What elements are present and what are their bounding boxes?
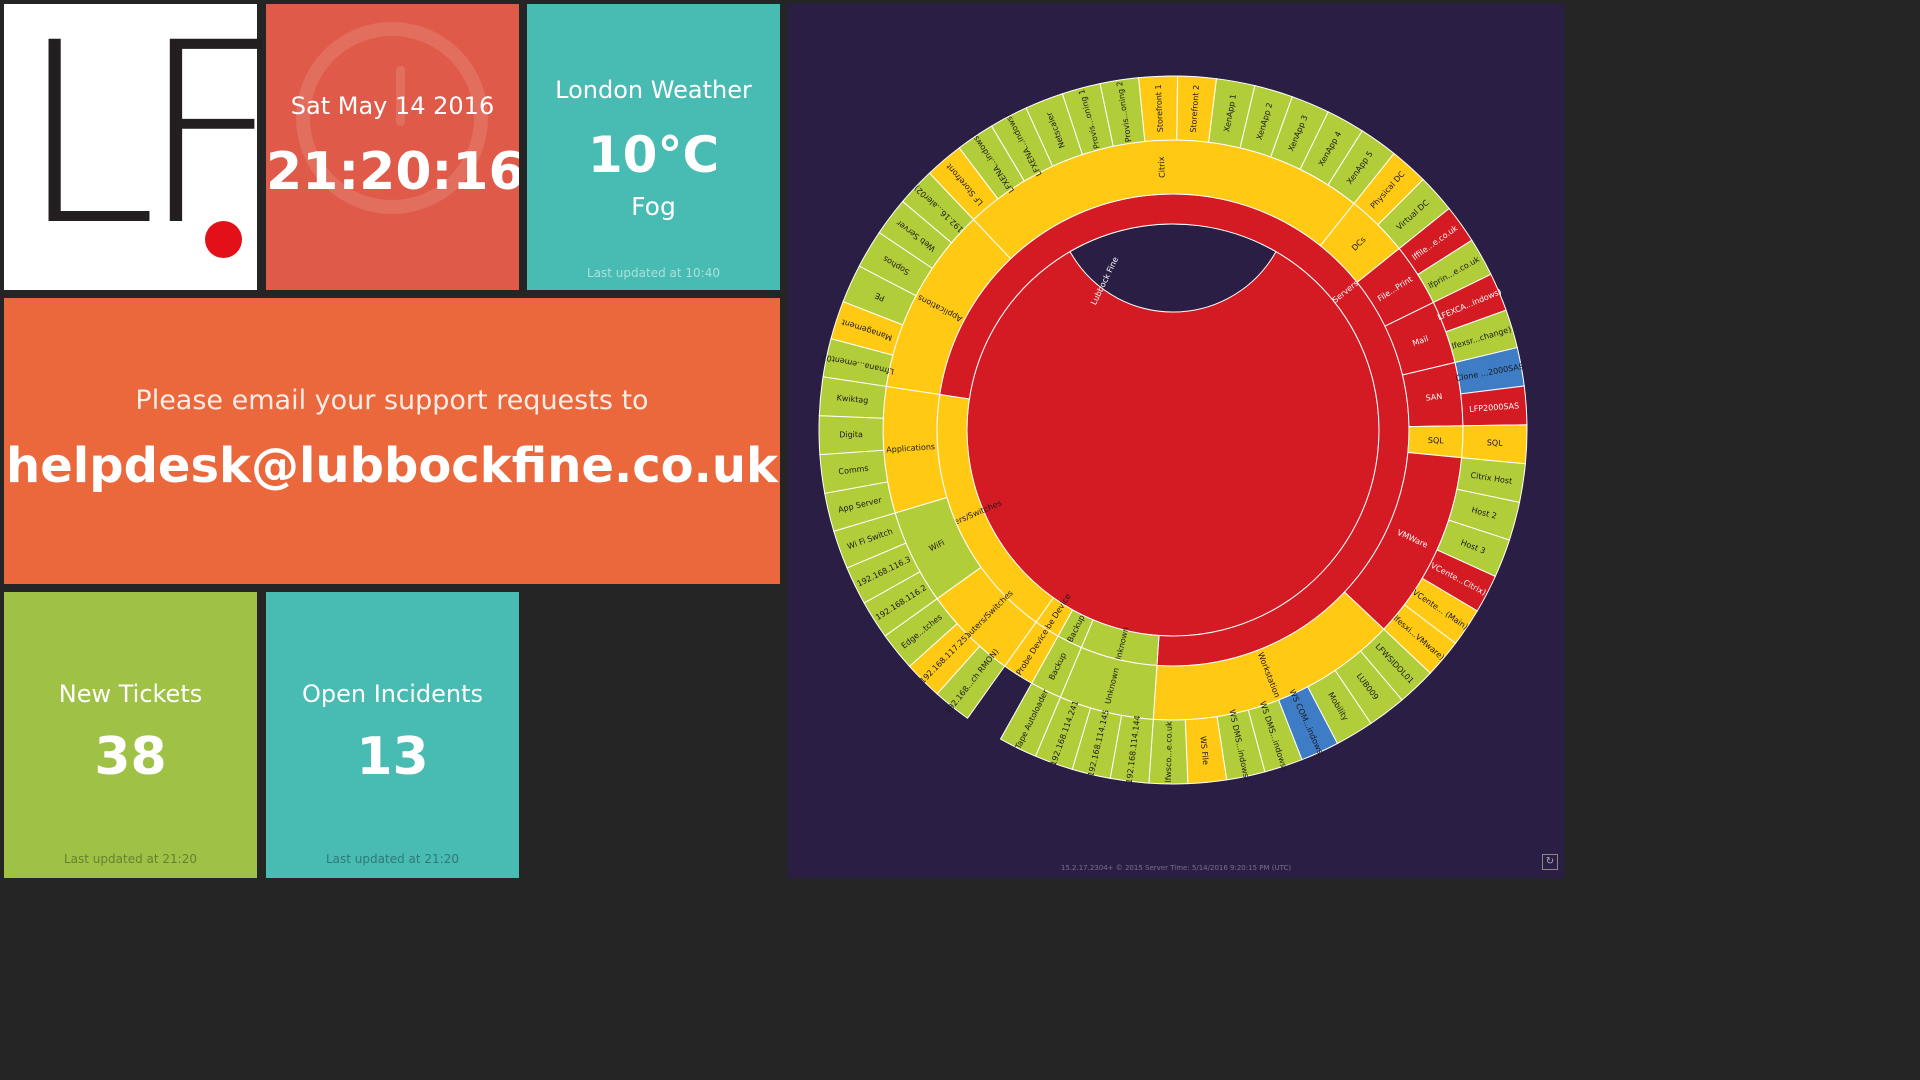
sunburst-device[interactable]: Sophos [858, 231, 933, 297]
open-incidents-count: 13 [356, 727, 429, 787]
svg-text:Digita: Digita [839, 430, 863, 439]
new-tickets-tile: New Tickets 38 Last updated at 21:20 [4, 592, 257, 878]
weather-tile: London Weather 10°C Fog Last updated at … [527, 4, 780, 290]
sunburst-device[interactable]: Kwiktag [818, 376, 887, 419]
weather-condition: Fog [631, 192, 676, 221]
company-logo: LF [4, 4, 283, 290]
sunburst-device[interactable]: LUB009 [1334, 650, 1403, 725]
sunburst-device[interactable]: Storefront 1 [1138, 75, 1179, 142]
svg-text:Kwiktag: Kwiktag [836, 393, 868, 405]
svg-text:WS File: WS File [1198, 736, 1210, 766]
footer-server-time: 15.2.17.2304+ © 2015 Server Time: 5/14/2… [1060, 864, 1292, 872]
sunburst-device[interactable]: lfwsco...e.co.uk [1148, 718, 1189, 785]
svg-text:Comms: Comms [838, 464, 869, 477]
network-sunburst-chart: Lubbock Fine ServersApplicationsLfmana...… [818, 75, 1528, 785]
clock-time: 21:20:16 [266, 142, 519, 202]
sunburst-device[interactable]: 192.168.114.145 [1071, 707, 1123, 779]
svg-text:SQL: SQL [1428, 436, 1445, 446]
svg-text:PE: PE [873, 291, 886, 303]
sunburst-device[interactable]: LFWSIDOL01 [1359, 628, 1432, 701]
clock-date: Sat May 14 2016 [290, 92, 495, 120]
sunburst-device[interactable]: Clone ...2000SAS [1454, 346, 1525, 395]
sunburst-device[interactable]: XenApp 1 [1208, 78, 1256, 149]
svg-text:LFP2000SAS: LFP2000SAS [1469, 401, 1520, 413]
svg-text:Storefront 2: Storefront 2 [1189, 85, 1201, 133]
network-sunburst-panel: Lubbock Fine Servers Applications Lfmana...… [788, 4, 1564, 878]
sunburst-device[interactable]: App Server [824, 481, 896, 532]
support-email-address: helpdesk@lubbockfine.co.uk [6, 438, 778, 494]
svg-text:Applications: Applications [886, 442, 935, 454]
sunburst-device[interactable]: Citrix Host [1456, 457, 1526, 503]
sunburst-device[interactable]: XenApp 4 [1299, 111, 1363, 186]
sunburst-subcategory[interactable]: Mail [1384, 301, 1456, 376]
sunburst-device[interactable]: XenApp 2 [1239, 85, 1293, 158]
sunburst-device[interactable]: Wi Fi Switch [833, 512, 907, 569]
sunburst-subcategory[interactable]: Applications [882, 385, 948, 514]
sunburst-device[interactable]: Host 2 [1447, 488, 1521, 541]
sunburst-device[interactable]: Virtual DC [1377, 178, 1450, 250]
sunburst-device[interactable]: XenApp 5 [1327, 130, 1395, 205]
sunburst-device[interactable]: Mobility [1307, 669, 1372, 745]
sunburst-device[interactable]: lfexsr...change) [1445, 309, 1518, 364]
sunburst-device[interactable]: Comms [819, 449, 889, 494]
sunburst-device[interactable]: Management [830, 300, 904, 356]
sunburst-subcategory[interactable]: File...Print [1356, 247, 1435, 327]
support-email-tile: Please email your support requests to he… [4, 298, 780, 584]
svg-text:Citrix: Citrix [1157, 156, 1167, 178]
weather-updated: Last updated at 10:40 [587, 266, 720, 280]
sunburst-device[interactable]: WS COM...indows) [1277, 686, 1339, 761]
sunburst-device[interactable]: Storefront 2 [1176, 75, 1218, 143]
open-incidents-tile: Open Incidents 13 Last updated at 21:20 [266, 592, 519, 878]
svg-text:lfwsco...e.co.uk: lfwsco...e.co.uk [1164, 721, 1174, 783]
sunburst-device[interactable]: Provis...oning 1 [1061, 82, 1114, 156]
sunburst-device[interactable]: Provis...oning 2 [1099, 77, 1146, 147]
logo-red-dot [205, 221, 242, 258]
sunburst-device[interactable]: 192.168.114.144 [1109, 714, 1154, 784]
weather-title: London Weather [555, 76, 752, 104]
svg-text:SQL: SQL [1487, 438, 1504, 448]
clock-tile: Sat May 14 2016 21:20:16 [266, 4, 519, 290]
open-incidents-updated: Last updated at 21:20 [326, 852, 459, 866]
sunburst-device[interactable]: SQL [1461, 424, 1528, 465]
sunburst-subcategory[interactable]: Workstation [1152, 591, 1385, 721]
svg-text:Storefront 1: Storefront 1 [1154, 84, 1165, 132]
logo-letters: LF [18, 0, 283, 280]
weather-temperature: 10°C [587, 126, 720, 184]
refresh-icon[interactable]: ↻ [1542, 854, 1558, 870]
new-tickets-count: 38 [94, 727, 167, 787]
sunburst-device[interactable]: LFP2000SAS [1460, 385, 1528, 427]
new-tickets-label: New Tickets [58, 680, 203, 708]
sunburst-device[interactable]: WS DMS...indows) [1216, 709, 1266, 782]
sunburst-device[interactable]: Digita [818, 415, 885, 456]
open-incidents-label: Open Incidents [301, 680, 483, 708]
svg-text:SAN: SAN [1425, 392, 1443, 403]
sunburst-device[interactable]: Host 3 [1436, 519, 1511, 578]
new-tickets-updated: Last updated at 21:20 [64, 852, 197, 866]
support-message: Please email your support requests to [135, 385, 649, 416]
